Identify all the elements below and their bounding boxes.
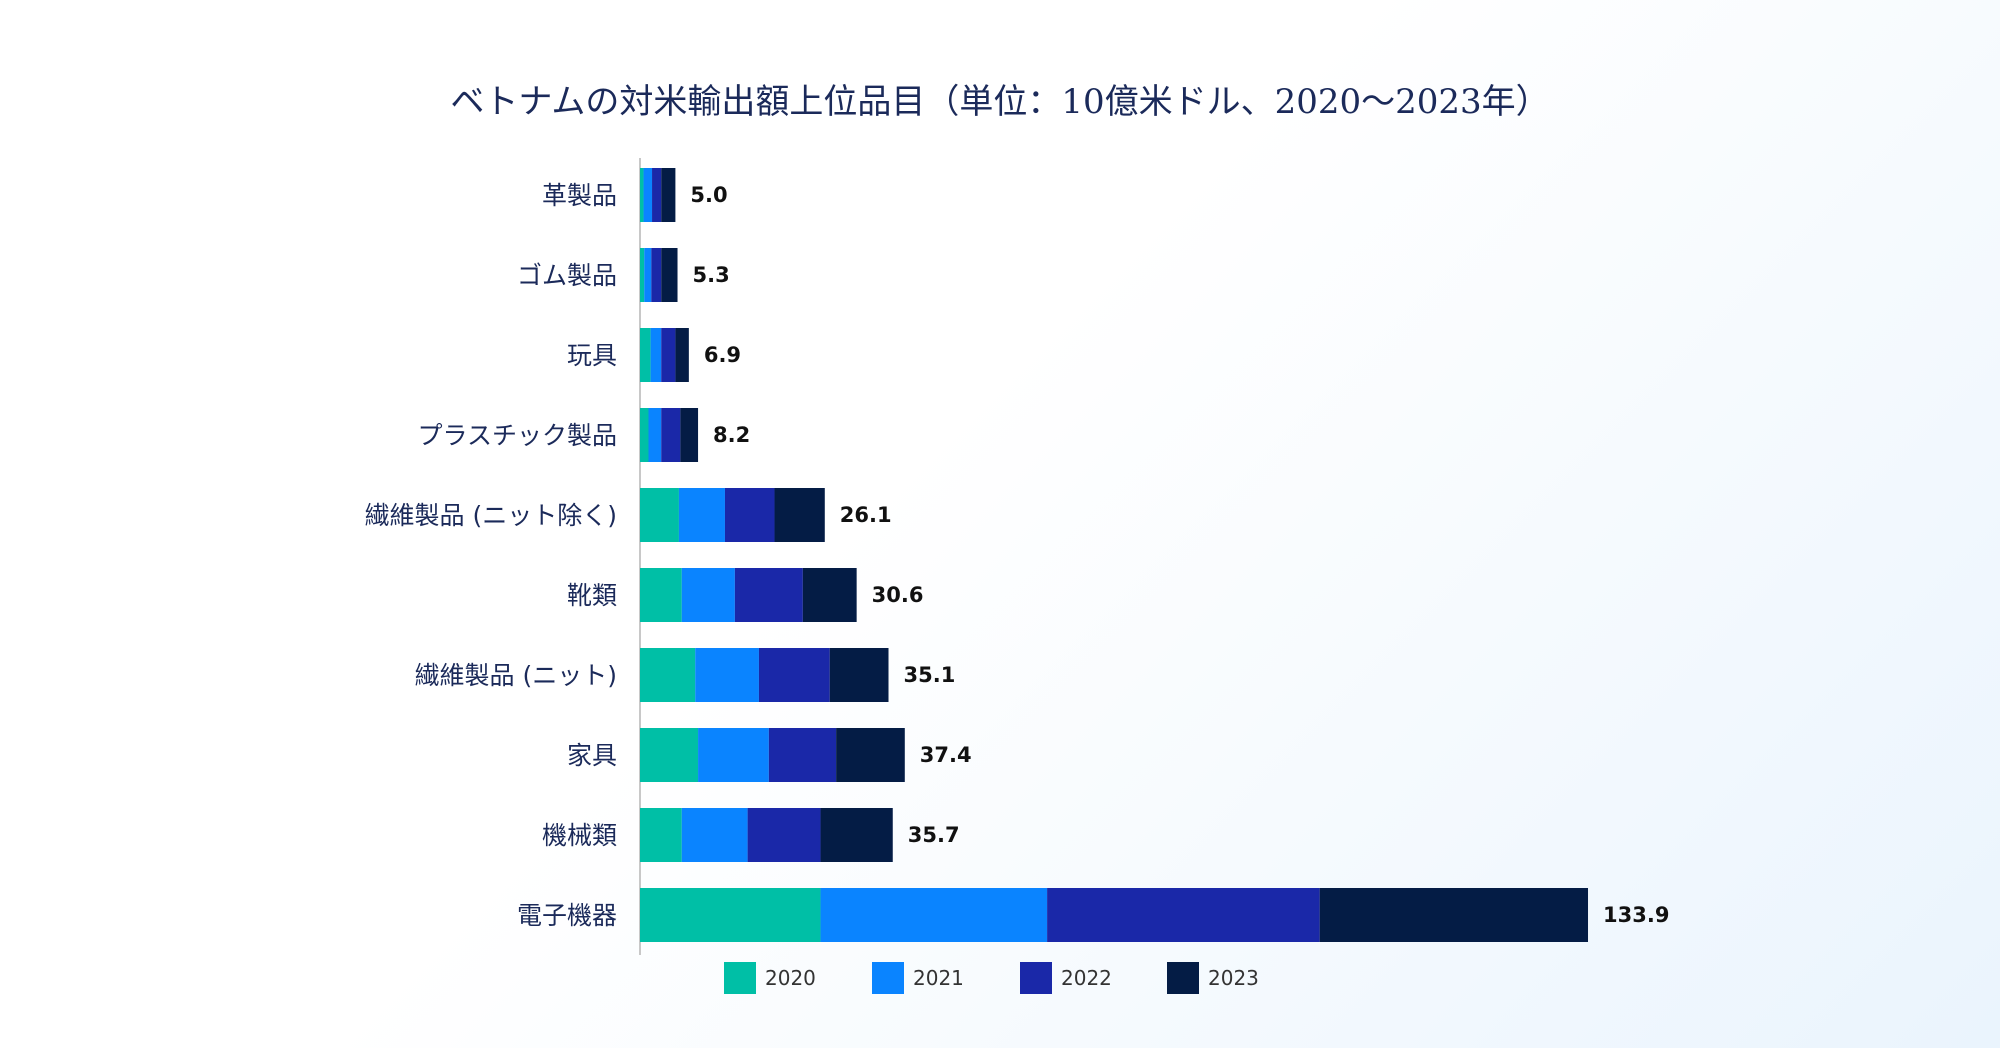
- category-label: プラスチック製品: [417, 421, 617, 450]
- legend-swatch: [1167, 962, 1199, 994]
- bar-segment-2023: [820, 808, 893, 862]
- total-label: 37.4: [920, 743, 972, 767]
- chart-title: ベトナムの対米輸出額上位品目（単位：10億米ドル、2020〜2023年）: [450, 82, 1549, 122]
- bar-segment-2022: [734, 568, 803, 622]
- legend-item: 2020: [724, 962, 816, 994]
- bar-segment-2023: [661, 248, 678, 302]
- bar-segment-2023: [829, 648, 889, 702]
- bar-segment-2020: [640, 808, 682, 862]
- bar-segment-2021: [681, 568, 735, 622]
- total-label: 35.1: [904, 663, 956, 687]
- bar-segment-2023: [661, 168, 676, 222]
- bar-segment-2020: [640, 408, 649, 462]
- bar-segment-2021: [650, 328, 662, 382]
- bar-segment-2020: [640, 168, 644, 222]
- category-label: 玩具: [567, 341, 617, 370]
- category-label: 繊維製品 (ニット除く): [365, 501, 617, 530]
- total-label: 5.0: [690, 183, 727, 207]
- bar-segment-2022: [768, 728, 837, 782]
- bar-segment-2021: [695, 648, 759, 702]
- bar-segment-2020: [640, 328, 651, 382]
- bar-segment-2021: [678, 488, 725, 542]
- legend-item: 2021: [872, 962, 964, 994]
- bar-segment-2021: [644, 248, 652, 302]
- category-label: 機械類: [542, 821, 617, 850]
- legend-label: 2023: [1208, 966, 1259, 990]
- bar-segment-2020: [640, 488, 679, 542]
- bar-segment-2022: [652, 168, 662, 222]
- legend-label: 2022: [1061, 966, 1112, 990]
- bar-segment-2021: [648, 408, 662, 462]
- bar-segment-2022: [651, 248, 662, 302]
- bar-segment-2022: [758, 648, 830, 702]
- total-label: 35.7: [908, 823, 960, 847]
- bar-segment-2021: [643, 168, 653, 222]
- legend-label: 2021: [913, 966, 964, 990]
- category-label: 電子機器: [517, 901, 617, 930]
- bar-segment-2022: [747, 808, 821, 862]
- total-label: 30.6: [872, 583, 924, 607]
- bar-segment-2020: [640, 728, 699, 782]
- bar-segment-2023: [1319, 888, 1589, 942]
- bar-segment-2020: [640, 888, 821, 942]
- bar-segment-2021: [820, 888, 1048, 942]
- legend-item: 2023: [1167, 962, 1259, 994]
- bar-segment-2023: [680, 408, 699, 462]
- total-label: 26.1: [840, 503, 892, 527]
- bar-segment-2022: [661, 328, 676, 382]
- bar-segment-2023: [675, 328, 689, 382]
- bar-segment-2020: [640, 568, 682, 622]
- category-label: 靴類: [567, 581, 617, 610]
- bar-segment-2023: [802, 568, 857, 622]
- legend-swatch: [724, 962, 756, 994]
- legend-swatch: [1020, 962, 1052, 994]
- category-label: ゴム製品: [517, 261, 617, 290]
- total-label: 5.3: [693, 263, 730, 287]
- bar-segment-2021: [681, 808, 748, 862]
- bar-segment-2021: [698, 728, 769, 782]
- category-label: 革製品: [542, 181, 617, 210]
- total-label: 8.2: [713, 423, 750, 447]
- bar-segment-2022: [724, 488, 775, 542]
- bars-group: 革製品 5.0 ゴム製品 5.3 玩具 6.9 プラスチック製品 8.2 繊維製品 (ニット除く…: [365, 168, 1669, 942]
- bar-segment-2022: [661, 408, 681, 462]
- legend-label: 2020: [765, 966, 816, 990]
- bar-segment-2023: [836, 728, 905, 782]
- legend-item: 2022: [1020, 962, 1112, 994]
- bar-segment-2020: [640, 248, 645, 302]
- category-label: 家具: [567, 741, 617, 770]
- bar-segment-2023: [774, 488, 825, 542]
- legend-swatch: [872, 962, 904, 994]
- total-label: 6.9: [704, 343, 741, 367]
- legend: 2020 2021 2022 2023: [724, 962, 1259, 994]
- total-label: 133.9: [1603, 903, 1669, 927]
- bar-segment-2020: [640, 648, 696, 702]
- category-label: 繊維製品 (ニット): [415, 661, 617, 690]
- bar-segment-2022: [1047, 888, 1320, 942]
